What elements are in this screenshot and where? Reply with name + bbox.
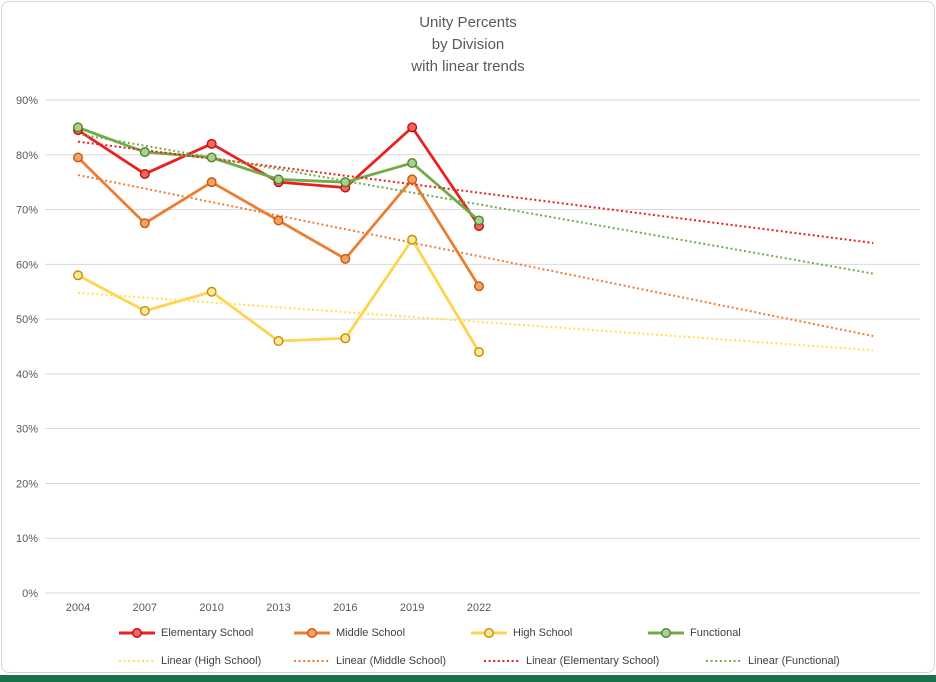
y-axis-tick-label: 60% xyxy=(16,259,38,271)
marker-middle-school xyxy=(139,218,150,229)
x-axis-tick-label: 2016 xyxy=(333,602,357,614)
legend-item[interactable]: Elementary School xyxy=(118,625,253,641)
y-axis-tick-label: 90% xyxy=(16,95,38,107)
marker-high-school xyxy=(407,234,418,245)
marker-functional xyxy=(72,122,83,133)
legend-item[interactable]: Middle School xyxy=(293,625,405,641)
marker-functional xyxy=(206,152,217,163)
marker-high-school xyxy=(273,336,284,347)
marker-elementary-school xyxy=(139,168,150,179)
legend-item-label: Middle School xyxy=(336,627,406,639)
legend-dotted-line-icon xyxy=(294,660,330,662)
chart-title: Unity Percents by Division with linear t… xyxy=(0,12,936,78)
legend-line-marker-icon xyxy=(294,627,330,639)
x-axis-tick-label: 2007 xyxy=(133,602,157,614)
y-axis-tick-label: 40% xyxy=(16,369,38,381)
x-axis-tick-label: 2013 xyxy=(266,602,290,614)
marker-functional xyxy=(273,174,284,185)
legend-item-label: Elementary School xyxy=(161,627,254,639)
series-line-functional xyxy=(76,125,481,222)
legend-line-marker-icon xyxy=(648,627,684,639)
legend-item-label: High School xyxy=(513,627,573,639)
marker-high-school xyxy=(206,286,217,297)
marker-elementary-school xyxy=(206,138,217,149)
marker-functional xyxy=(473,215,484,226)
x-axis-tick-label: 2010 xyxy=(199,602,223,614)
chart-title-line-2: by Division xyxy=(431,36,505,53)
y-axis-tick-label: 10% xyxy=(16,533,38,545)
legend-item[interactable]: Linear (Elementary School) xyxy=(483,653,659,669)
legend-item-label: Linear (High School) xyxy=(161,655,262,667)
legend-line-marker-icon xyxy=(119,627,155,639)
x-axis-tick-label: 2022 xyxy=(467,602,491,614)
legend-item[interactable]: High School xyxy=(470,625,572,641)
marker-middle-school xyxy=(340,253,351,264)
line-chart-plot: 0% 10% 20% 30% 40% 50% 60% 70% 80% 90% 2004 2007 201… xyxy=(16,95,920,614)
marker-middle-school xyxy=(407,174,418,185)
marker-middle-school xyxy=(473,281,484,292)
legend-item-label: Linear (Functional) xyxy=(748,655,840,667)
legend-item[interactable]: Linear (High School) xyxy=(118,653,261,669)
y-axis-tick-label: 0% xyxy=(22,588,38,600)
trendline-linear-middle-school xyxy=(77,174,874,338)
legend-item[interactable]: Linear (Middle School) xyxy=(293,653,446,669)
legend-item-label: Linear (Middle School) xyxy=(336,655,447,667)
marker-middle-school xyxy=(72,152,83,163)
marker-high-school xyxy=(340,333,351,344)
marker-functional xyxy=(139,147,150,158)
marker-high-school xyxy=(139,305,150,316)
y-axis-tick-label: 70% xyxy=(16,205,38,217)
marker-high-school xyxy=(72,270,83,281)
y-axis-tick-label: 20% xyxy=(16,478,38,490)
marker-elementary-school xyxy=(407,122,418,133)
legend-item[interactable]: Functional xyxy=(647,625,741,641)
marker-functional xyxy=(340,177,351,188)
trendline-linear-high-school xyxy=(77,291,874,352)
legend-item[interactable]: Linear (Functional) xyxy=(705,653,840,669)
legend-row-series: Elementary School Middle School High Schoo… xyxy=(0,625,936,643)
legend-dotted-line-icon xyxy=(484,660,520,662)
legend-row-trendlines: Linear (High School) Linear (Middle Schoo… xyxy=(0,653,936,671)
y-axis-tick-label: 80% xyxy=(16,150,38,162)
chart-title-line-1: Unity Percents xyxy=(419,14,517,31)
legend-dotted-line-icon xyxy=(119,660,155,662)
marker-middle-school xyxy=(206,177,217,188)
chart-title-line-3: with linear trends xyxy=(411,58,525,75)
legend-item-label: Functional xyxy=(690,627,741,639)
bottom-green-bar xyxy=(0,675,936,682)
y-axis-tick-label: 50% xyxy=(16,314,38,326)
marker-functional xyxy=(407,157,418,168)
x-axis-tick-label: 2019 xyxy=(400,602,424,614)
series-line-high-school xyxy=(76,238,481,354)
marker-middle-school xyxy=(273,215,284,226)
y-axis-tick-label: 30% xyxy=(16,424,38,436)
legend-dotted-line-icon xyxy=(706,660,742,662)
legend-line-marker-icon xyxy=(471,627,507,639)
marker-high-school xyxy=(473,346,484,357)
x-axis-tick-label: 2004 xyxy=(66,602,90,614)
legend-item-label: Linear (Elementary School) xyxy=(526,655,660,667)
